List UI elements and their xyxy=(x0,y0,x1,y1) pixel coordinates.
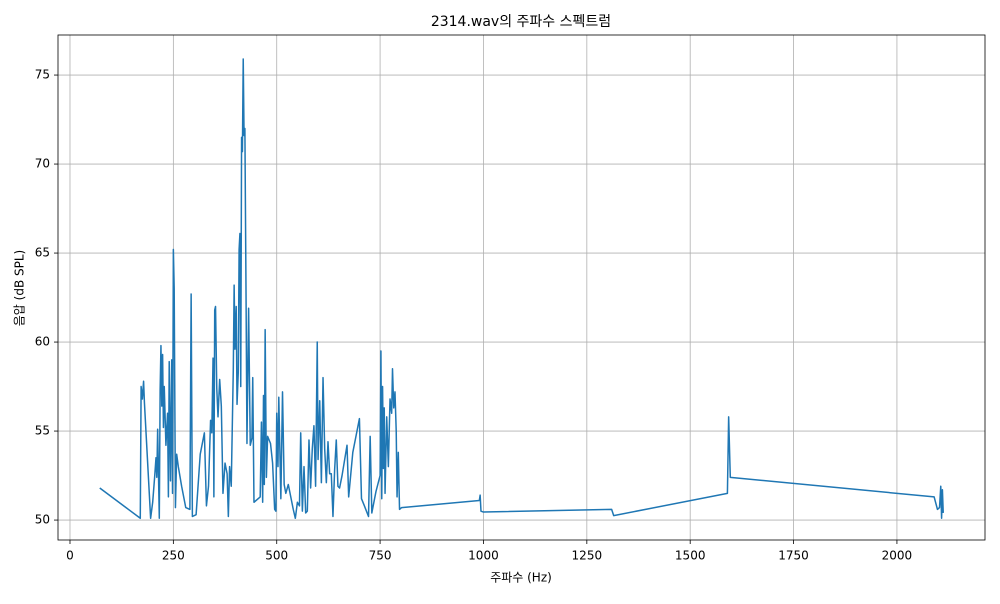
x-tick-label: 750 xyxy=(369,549,392,563)
y-tick-label: 60 xyxy=(35,335,50,349)
y-tick-label: 55 xyxy=(35,424,50,438)
y-tick-label: 70 xyxy=(35,157,50,171)
y-tick-label: 65 xyxy=(35,246,50,260)
x-tick-label: 250 xyxy=(162,549,185,563)
chart-title: 2314.wav의 주파수 스펙트럼 xyxy=(431,14,611,30)
x-tick-label: 500 xyxy=(265,549,288,563)
x-tick-label: 1750 xyxy=(778,549,809,563)
data-line xyxy=(99,58,944,520)
x-tick-label: 1250 xyxy=(572,549,603,563)
x-tick-label: 1500 xyxy=(675,549,706,563)
x-tick-label: 2000 xyxy=(882,549,913,563)
y-tick-label: 75 xyxy=(35,68,50,82)
x-tick-label: 0 xyxy=(66,549,74,563)
x-tick-label: 1000 xyxy=(468,549,499,563)
y-axis-label: 음압 (dB SPL) xyxy=(13,250,27,326)
x-axis-label: 주파수 (Hz) xyxy=(490,571,552,585)
y-tick-label: 50 xyxy=(35,513,50,527)
plot-frame xyxy=(57,34,986,541)
